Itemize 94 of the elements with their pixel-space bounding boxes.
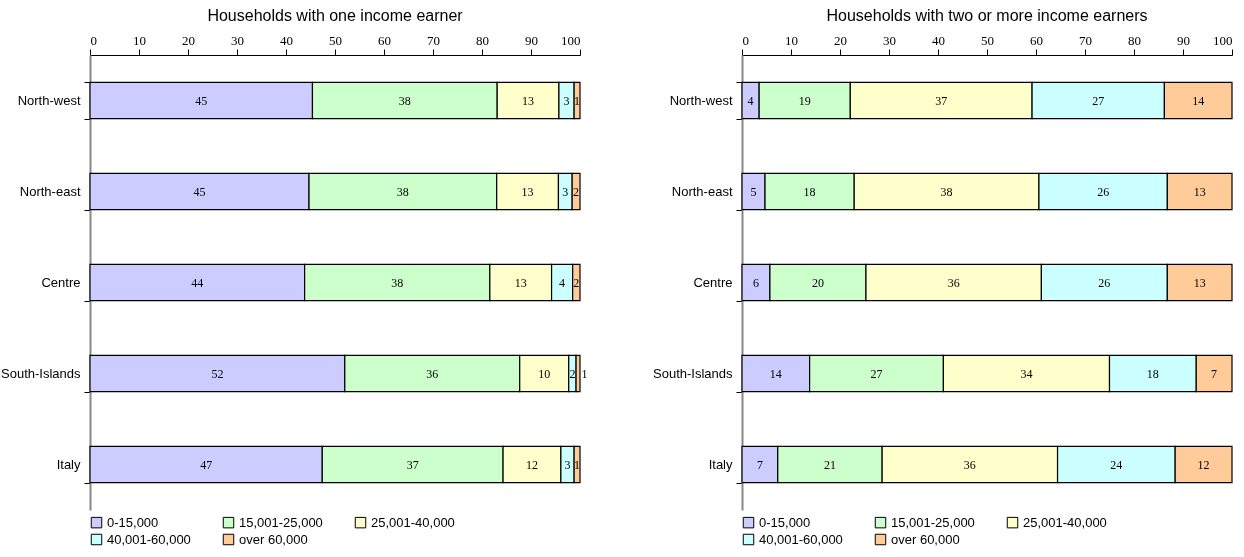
legend-label: over 60,000 xyxy=(239,531,308,547)
x-tick-label: 0 xyxy=(742,32,749,48)
x-tick-label: 10 xyxy=(133,32,146,48)
x-tick-label: 0 xyxy=(90,32,97,48)
data-label: 38 xyxy=(396,184,409,199)
data-label: 19 xyxy=(798,93,811,108)
y-tick-label: Centre xyxy=(693,275,733,290)
data-label: 45 xyxy=(195,93,208,108)
y-tick-label: Italy xyxy=(56,457,81,472)
x-tick-label: 50 xyxy=(329,32,342,48)
data-label: 20 xyxy=(811,275,824,290)
data-label: 36 xyxy=(947,275,960,290)
data-label: 7 xyxy=(1211,366,1218,381)
x-tick-label: 80 xyxy=(476,32,489,48)
legend-label: 15,001-25,000 xyxy=(239,514,323,530)
legend-label: 15,001-25,000 xyxy=(891,514,975,530)
data-label: 26 xyxy=(1097,184,1110,199)
x-tick-label: 20 xyxy=(182,32,195,48)
data-label: 12 xyxy=(525,457,538,472)
x-tick-label: 20 xyxy=(834,32,847,48)
data-label: 27 xyxy=(870,366,883,381)
legend-label: 0-15,000 xyxy=(107,514,159,530)
x-tick-label: 100 xyxy=(1213,32,1233,48)
data-label: 14 xyxy=(769,366,782,381)
x-tick-label: 60 xyxy=(1030,32,1043,48)
data-label: 7 xyxy=(756,457,763,472)
data-label: 2 xyxy=(573,184,580,199)
data-label: 13 xyxy=(1193,275,1206,290)
data-label: 37 xyxy=(935,93,948,108)
legend-label: 40,001-60,000 xyxy=(759,531,843,547)
data-label: 6 xyxy=(752,275,759,290)
data-label: 2 xyxy=(569,366,576,381)
x-tick-label: 30 xyxy=(883,32,896,48)
data-label: 36 xyxy=(963,457,976,472)
data-label: 47 xyxy=(200,457,213,472)
y-tick-label: Italy xyxy=(708,457,733,472)
data-label: 38 xyxy=(391,275,404,290)
data-label: 38 xyxy=(398,93,411,108)
x-tick-label: 60 xyxy=(378,32,391,48)
data-label: 3 xyxy=(562,184,569,199)
data-label: 24 xyxy=(1110,457,1123,472)
data-label: 21 xyxy=(823,457,836,472)
data-label: 26 xyxy=(1098,275,1111,290)
x-tick-label: 40 xyxy=(280,32,293,48)
y-tick-label: North-east xyxy=(19,184,81,199)
data-label: 52 xyxy=(211,366,224,381)
data-label: 45 xyxy=(193,184,206,199)
data-label: 3 xyxy=(563,93,570,108)
x-tick-label: 70 xyxy=(1079,32,1092,48)
data-label: 1 xyxy=(574,93,581,108)
y-tick-label: North-west xyxy=(17,93,81,108)
data-label: 3 xyxy=(564,457,571,472)
data-label: 13 xyxy=(522,93,535,108)
legend-label: 25,001-40,000 xyxy=(371,514,455,530)
legend-label: 40,001-60,000 xyxy=(107,531,191,547)
data-label: 5 xyxy=(750,184,757,199)
chart-title: Households with two or more income earners xyxy=(826,7,1148,24)
data-label: 13 xyxy=(514,275,527,290)
legend-label: over 60,000 xyxy=(891,531,960,547)
data-label: 38 xyxy=(940,184,953,199)
x-tick-label: 40 xyxy=(932,32,945,48)
chart-title: Households with one income earner xyxy=(207,7,464,24)
x-tick-label: 90 xyxy=(1177,32,1190,48)
x-tick-label: 70 xyxy=(427,32,440,48)
x-tick-label: 30 xyxy=(231,32,244,48)
legend-label: 0-15,000 xyxy=(759,514,811,530)
y-tick-label: North-east xyxy=(671,184,733,199)
x-tick-label: 80 xyxy=(1128,32,1141,48)
data-label: 37 xyxy=(406,457,419,472)
y-tick-label: South-Islands xyxy=(1,366,81,381)
x-tick-label: 50 xyxy=(981,32,994,48)
data-label: 1 xyxy=(574,457,581,472)
x-tick-label: 10 xyxy=(785,32,798,48)
x-tick-label: 90 xyxy=(525,32,538,48)
data-label: 10 xyxy=(538,366,551,381)
data-label: 18 xyxy=(803,184,816,199)
legend-label: 25,001-40,000 xyxy=(1023,514,1107,530)
data-label: 14 xyxy=(1192,93,1205,108)
data-label: 12 xyxy=(1197,457,1210,472)
y-tick-label: North-west xyxy=(669,93,733,108)
y-tick-label: Centre xyxy=(41,275,81,290)
data-label: 2 xyxy=(573,275,580,290)
data-label: 18 xyxy=(1146,366,1159,381)
data-label: 36 xyxy=(426,366,439,381)
y-tick-label: South-Islands xyxy=(653,366,733,381)
data-label: 1 xyxy=(581,366,588,381)
data-label: 13 xyxy=(1193,184,1206,199)
data-label: 4 xyxy=(559,275,566,290)
data-label: 27 xyxy=(1092,93,1105,108)
data-label: 44 xyxy=(191,275,204,290)
data-label: 4 xyxy=(747,93,754,108)
data-label: 34 xyxy=(1020,366,1033,381)
x-tick-label: 100 xyxy=(561,32,581,48)
data-label: 13 xyxy=(521,184,534,199)
